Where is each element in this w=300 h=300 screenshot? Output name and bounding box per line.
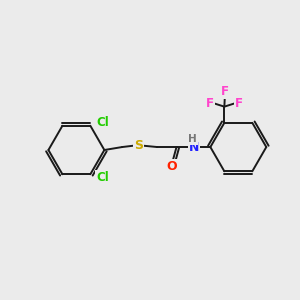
Text: O: O xyxy=(167,160,177,173)
Text: F: F xyxy=(206,97,214,110)
Text: F: F xyxy=(221,85,229,98)
Text: F: F xyxy=(235,97,242,110)
Text: H: H xyxy=(188,134,197,144)
Text: N: N xyxy=(189,141,200,154)
Text: Cl: Cl xyxy=(96,116,109,129)
Text: S: S xyxy=(134,139,143,152)
Text: Cl: Cl xyxy=(96,171,109,184)
